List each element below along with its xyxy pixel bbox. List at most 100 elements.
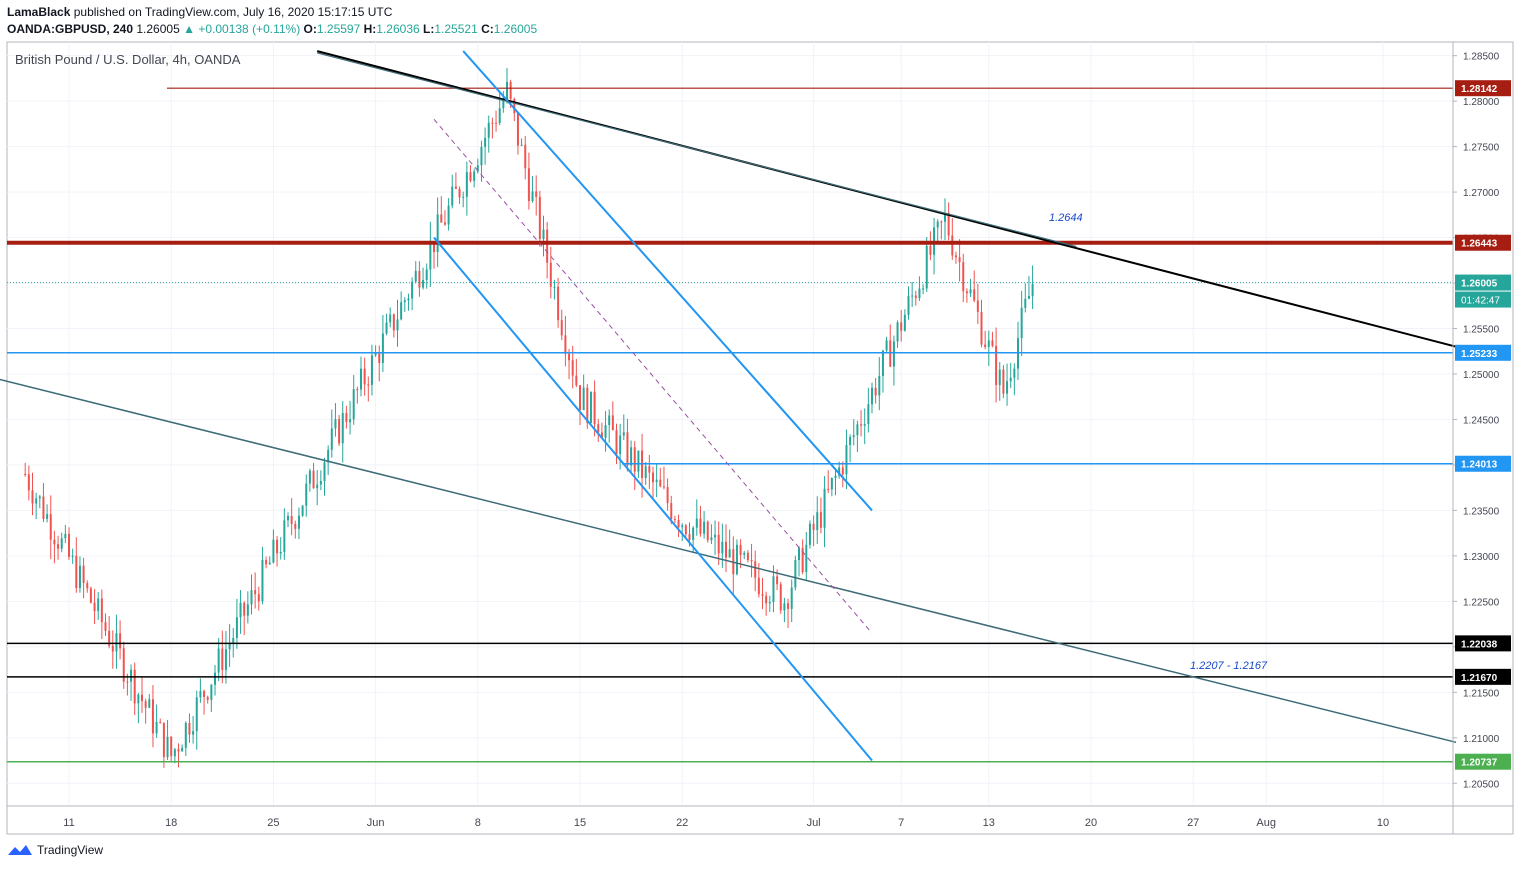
candle-body — [1024, 298, 1027, 308]
candle-body — [531, 191, 534, 202]
candle-body — [210, 684, 213, 700]
low-value: 1.25521 — [434, 22, 478, 36]
candle-body — [655, 479, 658, 483]
open-label: O: — [303, 22, 317, 36]
chart-frame — [6, 41, 1514, 835]
candle-body — [735, 544, 738, 575]
candle-body — [940, 221, 943, 223]
candle-body — [305, 483, 308, 506]
candle-body — [97, 598, 100, 612]
candle-body — [487, 122, 490, 138]
high-label: H: — [363, 22, 377, 36]
candle-body — [276, 539, 279, 554]
candle-body — [108, 630, 111, 646]
candle-body — [969, 289, 972, 294]
candle-body — [615, 430, 618, 455]
candle-body — [57, 544, 60, 549]
tradingview-footer[interactable]: TradingView — [7, 843, 103, 857]
candle-body — [699, 518, 702, 534]
price-chart[interactable]: 1.285001.280001.275001.270001.265001.260… — [0, 0, 1520, 840]
chart-title: British Pound / U.S. Dollar, 4h, OANDA — [15, 52, 241, 67]
publish-text: published on TradingView.com, July 16, 2… — [73, 5, 393, 19]
price-label-bg — [1455, 234, 1511, 251]
candle-body — [199, 691, 202, 698]
y-tick-label: 1.27500 — [1463, 143, 1500, 154]
candle-body — [330, 428, 333, 450]
candle-body — [881, 350, 884, 376]
candle-body — [287, 515, 289, 521]
candle-body — [491, 122, 494, 124]
candle-body — [564, 335, 567, 354]
price-label-1.20737: 1.20737 — [1461, 758, 1498, 769]
candle-body — [297, 515, 300, 529]
candle-body — [239, 602, 242, 618]
candle-body — [907, 296, 910, 315]
candles — [24, 67, 1034, 768]
candle-body — [345, 412, 348, 423]
trendline-falling-channel-lower — [433, 236, 873, 762]
candle-body — [589, 391, 592, 424]
candle-body — [221, 648, 224, 671]
candle-body — [250, 590, 253, 605]
candle-body — [794, 560, 797, 588]
price-axis[interactable]: 1.285001.280001.275001.270001.265001.260… — [1453, 52, 1500, 791]
candle-body — [436, 214, 439, 252]
candle-body — [38, 496, 41, 499]
countdown-label: 01:42:47 — [1461, 296, 1500, 307]
candle-body — [352, 389, 355, 420]
candle-body — [987, 340, 990, 347]
candle-body — [692, 527, 695, 540]
candle-body — [327, 449, 330, 463]
candle-body — [465, 172, 468, 197]
candle-body — [714, 534, 717, 538]
candle-body — [203, 691, 206, 697]
candle-body — [798, 547, 800, 561]
candle-body — [392, 314, 395, 331]
candle-body — [790, 587, 793, 609]
x-tick-label: 20 — [1085, 817, 1097, 829]
candle-body — [385, 322, 388, 334]
annotation-support-zone: 1.2207 - 1.2167 — [1190, 660, 1268, 672]
candle-body — [860, 424, 863, 426]
candle-body — [695, 518, 698, 528]
candle-body — [597, 424, 600, 433]
candle-body — [787, 603, 790, 609]
candle-body — [126, 681, 129, 683]
last-price: 1.26005 — [136, 22, 180, 36]
candle-body — [630, 447, 633, 466]
candle-body — [520, 144, 523, 146]
candle-body — [922, 288, 925, 290]
candle-body — [374, 352, 377, 356]
candle-body — [1002, 369, 1005, 394]
candle-body — [808, 523, 811, 545]
trendline-falling-channel-upper — [462, 50, 873, 512]
candle-body — [757, 577, 760, 595]
candle-body — [1009, 377, 1012, 382]
candle-body — [235, 617, 238, 638]
candle-body — [1006, 381, 1009, 394]
price-change: +0.00138 (+0.11%) — [198, 22, 301, 36]
candle-body — [571, 360, 574, 376]
price-label-bg — [1455, 668, 1511, 685]
x-tick-label: Jun — [367, 817, 385, 829]
trendline-channel-midline — [433, 118, 873, 634]
annotation-1-2644: 1.2644 — [1049, 212, 1083, 224]
candle-body — [86, 583, 89, 589]
price-label-bg — [1455, 274, 1511, 291]
x-tick-label: 18 — [165, 817, 177, 829]
candle-body — [93, 602, 96, 612]
candle-body — [469, 172, 472, 181]
candle-body — [454, 186, 457, 189]
candle-body — [852, 435, 855, 438]
candle-body — [823, 488, 826, 528]
time-axis[interactable]: 11 18 25 Jun 8 15 22 Jul 7 13 20 27 Aug 10 — [63, 817, 1389, 829]
symbol-name[interactable]: OANDA:GBPUSD, 240 — [7, 22, 134, 36]
candle-body — [272, 539, 275, 563]
candle-body — [68, 533, 70, 557]
publish-info: LamaBlack published on TradingView.com, … — [7, 5, 392, 19]
candle-body — [827, 488, 830, 490]
price-label-1.25233: 1.25233 — [1461, 349, 1498, 360]
candle-body — [903, 314, 906, 331]
author-name[interactable]: LamaBlack — [7, 5, 71, 19]
candle-body — [308, 470, 311, 484]
